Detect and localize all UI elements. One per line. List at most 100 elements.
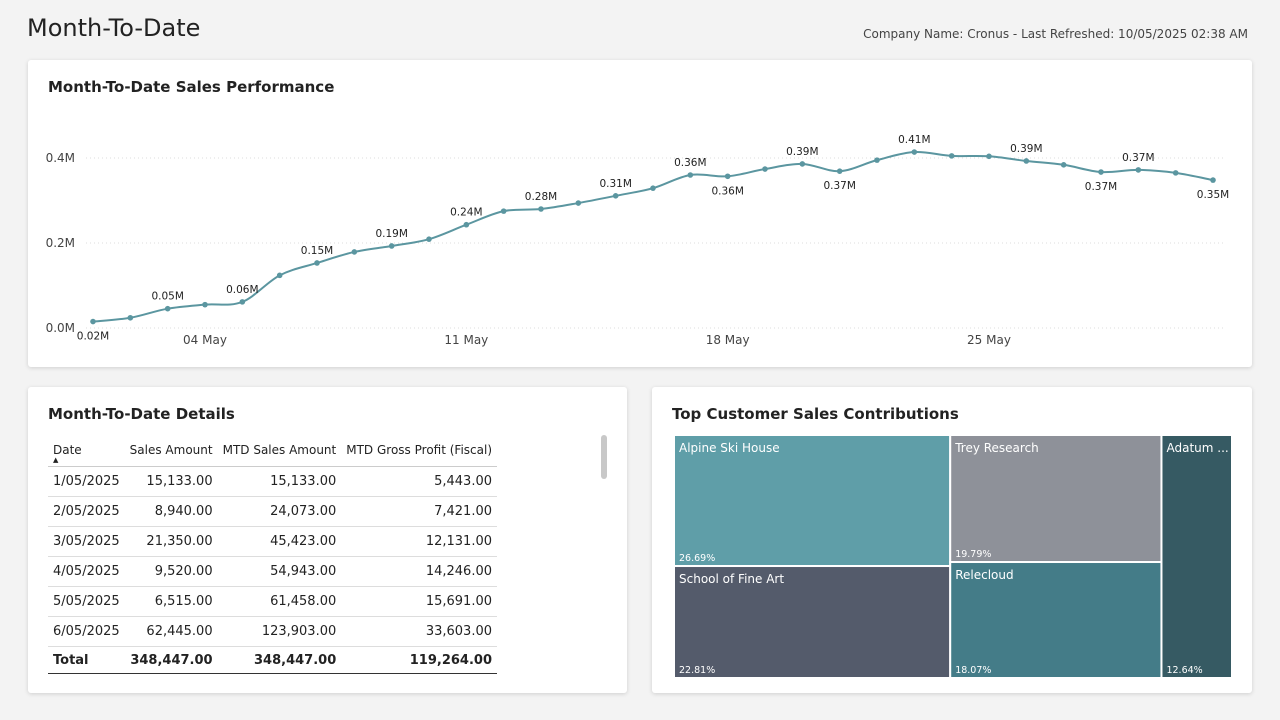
point [836, 168, 843, 174]
table-cell: 5,443.00 [341, 466, 497, 497]
point [426, 236, 432, 242]
scrollbar[interactable] [601, 435, 607, 479]
line-chart: Month-To-Date Sales Performance 0.0M 0.2M… [46, 78, 1230, 347]
tile-name: Alpine Ski House [679, 441, 780, 455]
column-header: MTD Sales Amount [217, 434, 342, 467]
table-cell: 7,421.00 [341, 496, 497, 527]
point [1210, 177, 1216, 183]
column-header: Sales Amount [124, 434, 218, 467]
point [1023, 158, 1030, 164]
x-tick-label: 18 May [706, 333, 750, 347]
table-cell: 24,073.00 [217, 496, 342, 527]
treemap-tile [1160, 434, 1234, 679]
total-cell: 119,264.00 [341, 646, 497, 674]
point [1060, 162, 1067, 168]
details-table: Date ▲ Sales Amount MTD Sales Amount MTD Gro… [48, 434, 497, 674]
refresh-info: Company Name: Cronus - Last Refreshed: 1… [863, 27, 1248, 41]
page-title: Month-To-Date [27, 14, 201, 42]
column-header: Date ▲ [48, 434, 125, 467]
table-row: 6/05/2025 62,445.00 123,903.00 33,603.00 [48, 616, 497, 647]
y-tick-label: 0.2M [46, 236, 75, 250]
table-row: 4/05/2025 9,520.00 54,943.00 14,246.00 [48, 556, 497, 587]
table-row: 2/05/2025 8,940.00 24,073.00 7,421.00 [48, 496, 497, 527]
data-label: 0.41M [898, 134, 930, 146]
table-row: 5/05/2025 6,515.00 61,458.00 15,691.00 [48, 586, 497, 617]
tile-value: 18.07% [955, 665, 991, 676]
data-label: 0.19M [375, 228, 407, 240]
data-label: 0.31M [599, 178, 631, 190]
table-cell: 14,246.00 [341, 556, 497, 587]
point [687, 172, 694, 178]
table-cell: 54,943.00 [217, 556, 342, 587]
table-cell: 61,458.00 [217, 586, 342, 617]
point [276, 272, 283, 279]
point [164, 305, 171, 312]
table-cell: 5/05/2025 [48, 586, 125, 617]
point [986, 153, 992, 160]
point [202, 301, 208, 308]
table-cell: 4/05/2025 [48, 556, 125, 587]
point [1098, 169, 1104, 175]
tile-name: School of Fine Art [679, 572, 784, 586]
table-row: 1/05/2025 15,133.00 15,133.00 5,443.00 [48, 466, 497, 497]
data-label: 0.35M [1197, 189, 1229, 201]
table-cell: 2/05/2025 [48, 496, 125, 527]
table-title: Month-To-Date Details [48, 405, 235, 423]
data-label: 0.28M [525, 191, 557, 203]
point [351, 249, 358, 255]
table-cell: 123,903.00 [217, 616, 342, 647]
point [724, 173, 731, 180]
table-cell: 3/05/2025 [48, 526, 125, 557]
point [314, 260, 320, 266]
tile-value: 26.69% [679, 553, 715, 564]
table-cell: 21,350.00 [124, 526, 218, 557]
tile-name: Relecloud [955, 568, 1013, 582]
total-cell: 348,447.00 [124, 646, 218, 674]
table-cell: 33,603.00 [341, 616, 497, 647]
data-label: 0.37M [1085, 181, 1117, 193]
point [911, 149, 918, 155]
data-label: 0.39M [786, 146, 818, 158]
tile-value: 22.81% [679, 665, 715, 676]
table-cell: 15,133.00 [217, 466, 342, 497]
data-label: 0.02M [77, 331, 109, 343]
line [92, 150, 1214, 323]
point [90, 318, 96, 325]
table-cell: 62,445.00 [124, 616, 218, 647]
y-tick-label: 0.0M [46, 321, 75, 335]
point [239, 299, 246, 305]
data-label: 0.36M [674, 157, 706, 169]
point [948, 153, 955, 159]
data-label: 0.36M [711, 185, 743, 197]
treemap: Top Customer Sales Contributions Alpine … [672, 405, 1234, 679]
data-label: 0.05M [151, 291, 183, 303]
point [127, 314, 134, 321]
table-cell: 6,515.00 [124, 586, 218, 617]
point [874, 157, 880, 163]
treemap-tile [673, 565, 952, 679]
table-cell: 1/05/2025 [48, 466, 125, 497]
table-cell: 9,520.00 [124, 556, 218, 587]
x-tick-label: 04 May [183, 333, 227, 347]
tile-name: Trey Research [954, 441, 1039, 455]
table-row: 3/05/2025 21,350.00 45,423.00 12,131.00 [48, 526, 497, 557]
table-cell: 15,133.00 [124, 466, 218, 497]
table-cell: 6/05/2025 [48, 616, 125, 647]
data-label: 0.37M [823, 180, 855, 192]
chart-title: Top Customer Sales Contributions [672, 405, 959, 423]
point [612, 193, 619, 199]
treemap-card: Top Customer Sales Contributions Alpine … [652, 387, 1252, 693]
data-label: 0.24M [450, 207, 482, 219]
tile-name: Adatum ... [1166, 441, 1228, 455]
chart-title: Month-To-Date Sales Performance [48, 78, 334, 96]
x-tick-label: 11 May [444, 333, 488, 347]
tile-value: 19.79% [955, 549, 991, 560]
point [650, 185, 656, 191]
table-cell: 45,423.00 [217, 526, 342, 557]
total-row: Total 348,447.00 348,447.00 119,264.00 [48, 646, 497, 674]
total-cell: Total [48, 646, 125, 674]
point [575, 200, 582, 206]
x-tick-label: 25 May [967, 333, 1011, 347]
table-cell: 12,131.00 [341, 526, 497, 557]
